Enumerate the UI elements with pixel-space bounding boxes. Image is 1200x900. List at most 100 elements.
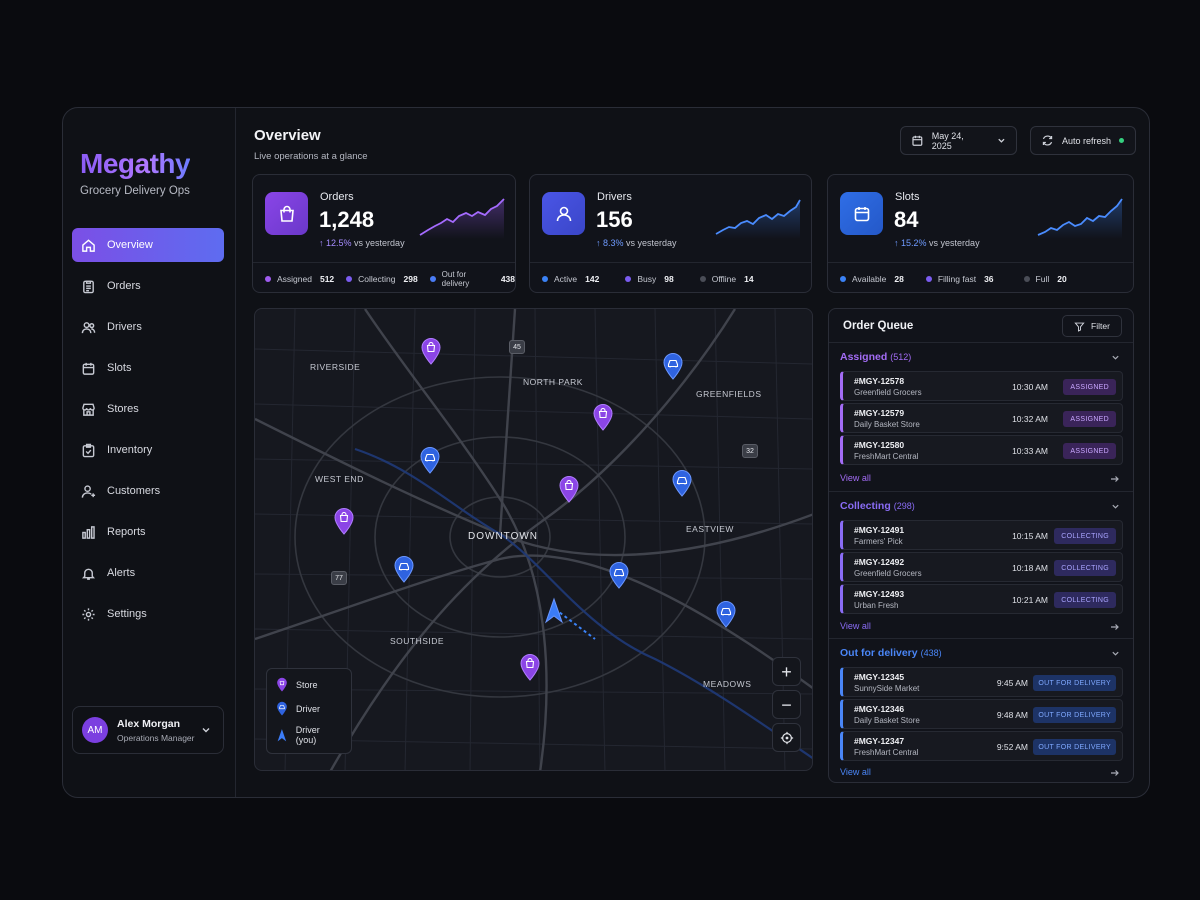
order-row[interactable]: #MGY-12579 Daily Basket Store 10:32 AM A… <box>840 403 1123 433</box>
driver-pin[interactable] <box>671 469 693 497</box>
stat-value: 98 <box>664 273 674 284</box>
driver-pin[interactable] <box>715 600 737 628</box>
order-row[interactable]: #MGY-12347 FreshMart Central 9:52 AM OUT… <box>840 731 1123 761</box>
stat-label: Busy <box>637 273 657 284</box>
order-row[interactable]: #MGY-12492 Greenfield Grocers 10:18 AM C… <box>840 552 1123 582</box>
sidebar-item-label: Orders <box>107 280 141 292</box>
stat-label: Full <box>1035 273 1050 284</box>
orders-sparkline <box>419 198 505 239</box>
section-header[interactable]: Assigned (512) <box>840 351 911 363</box>
arrow-right-icon[interactable] <box>1110 622 1120 632</box>
sidebar-item-label: Overview <box>107 239 153 251</box>
sidebar-item-overview[interactable]: Overview <box>72 228 224 262</box>
stat-label: Filling fast <box>937 273 977 284</box>
auto-refresh-label: Auto refresh <box>1062 135 1112 146</box>
order-row[interactable]: #MGY-12345 SunnySide Market 9:45 AM OUT … <box>840 667 1123 697</box>
driver-pin[interactable] <box>662 352 684 380</box>
section-title: Assigned <box>840 351 888 363</box>
arrow-right-icon[interactable] <box>1110 474 1120 484</box>
view-all-link[interactable]: View all <box>840 473 871 483</box>
sidebar-item-stores[interactable]: Stores <box>72 392 224 426</box>
map-area-label: GREENFIELDS <box>696 389 762 399</box>
live-map[interactable]: RIVERSIDE NORTH PARK GREENFIELDS WEST EN… <box>254 308 813 771</box>
legend-label: Store <box>296 679 318 690</box>
order-row[interactable]: #MGY-12346 Daily Basket Store 9:48 AM OU… <box>840 699 1123 729</box>
calendar-icon <box>912 135 923 146</box>
highway-marker: 32 <box>742 444 758 458</box>
order-time: 9:48 AM <box>996 710 1028 720</box>
orders-card[interactable]: Orders 1,248 ↑ 12.5% vs yesterday Assign… <box>252 174 516 293</box>
brand-logo: Megathy <box>80 148 191 179</box>
orders-value: 1,248 <box>319 207 375 232</box>
order-id: #MGY-12493 <box>854 589 905 599</box>
status-dot <box>542 275 548 282</box>
sidebar-item-slots[interactable]: Slots <box>72 351 224 385</box>
order-row[interactable]: #MGY-12493 Urban Fresh 10:21 AM COLLECTI… <box>840 584 1123 614</box>
sidebar-item-orders[interactable]: Orders <box>72 269 224 303</box>
calendar-icon <box>82 362 95 375</box>
filter-button[interactable]: Filter <box>1062 315 1122 337</box>
chevron-down-icon[interactable] <box>1111 353 1120 362</box>
orders-icon-box <box>265 192 308 235</box>
drivers-card[interactable]: Drivers 156 ↑ 8.3% vs yesterday Active 14… <box>529 174 812 293</box>
section-header[interactable]: Collecting (298) <box>840 500 915 512</box>
user-menu[interactable]: AM Alex Morgan Operations Manager <box>72 706 224 754</box>
order-queue: Order Queue Filter Assigned (512) #MGY-12… <box>828 308 1134 783</box>
store-pin[interactable] <box>333 507 355 535</box>
order-time: 10:33 AM <box>1012 446 1048 456</box>
users-icon <box>81 321 96 333</box>
order-time: 10:18 AM <box>1012 563 1048 573</box>
customers-icon <box>81 484 96 498</box>
order-time: 10:30 AM <box>1012 382 1048 392</box>
order-row[interactable]: #MGY-12578 Greenfield Grocers 10:30 AM A… <box>840 371 1123 401</box>
section-header[interactable]: Out for delivery (438) <box>840 647 942 659</box>
stat-label: Available <box>852 273 887 284</box>
highway-marker: 45 <box>509 340 525 354</box>
status-dot <box>840 275 846 282</box>
sidebar-item-customers[interactable]: Customers <box>72 474 224 508</box>
driver-pin[interactable] <box>419 446 441 474</box>
order-time: 9:52 AM <box>996 742 1028 752</box>
order-store: Greenfield Grocers <box>854 388 922 397</box>
locate-button[interactable] <box>772 723 801 752</box>
order-id: #MGY-12492 <box>854 557 905 567</box>
driver-pin[interactable] <box>393 555 415 583</box>
view-all-link[interactable]: View all <box>840 767 871 777</box>
drivers-delta-suffix: vs yesterday <box>626 238 677 248</box>
order-store: Urban Fresh <box>854 601 899 610</box>
view-all-link[interactable]: View all <box>840 621 871 631</box>
date-picker-button[interactable]: May 24, 2025 <box>900 126 1017 155</box>
chevron-down-icon[interactable] <box>1111 649 1120 658</box>
order-id: #MGY-12346 <box>854 704 905 714</box>
driver-pin[interactable] <box>608 561 630 589</box>
order-store: Daily Basket Store <box>854 716 920 725</box>
auto-refresh-button[interactable]: Auto refresh <box>1030 126 1136 155</box>
zoom-in-button[interactable]: + <box>772 657 801 686</box>
section-title: Out for delivery <box>840 647 918 659</box>
stat-value: 28 <box>894 273 904 284</box>
store-pin[interactable] <box>519 653 541 681</box>
sidebar-item-reports[interactable]: Reports <box>72 515 224 549</box>
stat-value: 512 <box>319 273 335 284</box>
slots-card[interactable]: Slots 84 ↑ 15.2% vs yesterday Available 2… <box>827 174 1134 293</box>
order-row[interactable]: #MGY-12491 Farmers' Pick 10:15 AM COLLEC… <box>840 520 1123 550</box>
status-badge: OUT FOR DELIVERY <box>1033 739 1116 755</box>
stat-value: 142 <box>585 273 600 284</box>
current-driver-arrow-icon[interactable] <box>543 597 565 625</box>
sidebar-item-settings[interactable]: Settings <box>72 597 224 631</box>
sidebar-item-inventory[interactable]: Inventory <box>72 433 224 467</box>
store-pin[interactable] <box>592 403 614 431</box>
order-row[interactable]: #MGY-12580 FreshMart Central 10:33 AM AS… <box>840 435 1123 465</box>
stat-full: Full 20 <box>1023 273 1067 284</box>
store-pin[interactable] <box>420 337 442 365</box>
status-badge: ASSIGNED <box>1063 379 1116 395</box>
zoom-out-button[interactable]: − <box>772 690 801 719</box>
chevron-down-icon[interactable] <box>1111 502 1120 511</box>
status-badge: OUT FOR DELIVERY <box>1033 707 1116 723</box>
store-pin[interactable] <box>558 475 580 503</box>
arrow-right-icon[interactable] <box>1110 768 1120 778</box>
sidebar-item-alerts[interactable]: Alerts <box>72 556 224 590</box>
sidebar-item-drivers[interactable]: Drivers <box>72 310 224 344</box>
map-area-label: EASTVIEW <box>686 524 734 534</box>
bell-icon <box>81 568 96 580</box>
